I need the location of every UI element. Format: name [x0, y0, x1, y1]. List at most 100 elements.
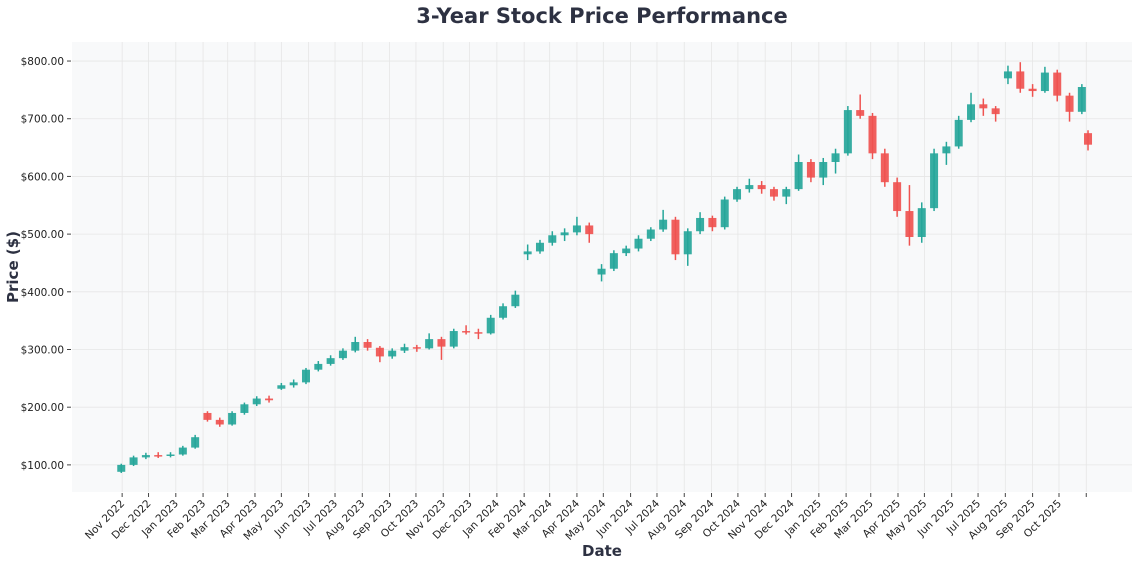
- candle-up: [942, 141, 951, 165]
- candle-up: [720, 196, 729, 230]
- candle-down: [671, 216, 680, 261]
- candle-down: [1028, 84, 1037, 97]
- candle-down: [154, 452, 163, 458]
- candle-body: [782, 189, 791, 197]
- candle-body: [351, 342, 360, 351]
- candle-down: [1053, 69, 1062, 102]
- candle-up: [449, 328, 458, 349]
- candle-down: [905, 185, 914, 246]
- candle-up: [548, 231, 557, 246]
- candle-up: [191, 434, 200, 449]
- candle-body: [129, 457, 138, 465]
- candle-up: [954, 115, 963, 149]
- candle-up: [1077, 84, 1086, 115]
- candle-down: [1084, 130, 1093, 151]
- candle-up: [733, 186, 742, 202]
- candle-body: [548, 235, 557, 243]
- candle-up: [499, 303, 508, 320]
- candle-up: [486, 314, 495, 335]
- candle-body: [1003, 71, 1012, 79]
- candle-down: [757, 181, 766, 194]
- y-tick-label: $500.00: [21, 229, 64, 241]
- candle-body: [400, 347, 409, 351]
- candle-up: [967, 92, 976, 123]
- candle-up: [228, 411, 237, 426]
- candle-up: [511, 290, 520, 308]
- candle-up: [683, 228, 692, 266]
- chart-title: 3-Year Stock Price Performance: [416, 4, 787, 28]
- candle-body: [930, 153, 939, 209]
- candle-down: [265, 395, 274, 403]
- candle-down: [215, 417, 224, 427]
- candle-body: [609, 253, 618, 269]
- candle-body: [252, 398, 261, 405]
- candle-body: [289, 382, 298, 386]
- candle-body: [671, 219, 680, 255]
- x-axis-title: Date: [582, 542, 622, 560]
- candle-body: [1077, 87, 1086, 112]
- candle-body: [338, 350, 347, 359]
- candle-body: [942, 146, 951, 154]
- candle-up: [425, 333, 434, 350]
- candle-body: [856, 110, 865, 116]
- candle-body: [141, 455, 150, 458]
- candle-body: [437, 339, 446, 347]
- candle-body: [794, 162, 803, 190]
- candle-body: [486, 317, 495, 334]
- candle-body: [720, 199, 729, 228]
- candle-body: [326, 358, 335, 364]
- candle-body: [191, 437, 200, 448]
- candle-up: [117, 463, 126, 473]
- candle-up: [388, 348, 397, 359]
- candle-body: [572, 225, 581, 233]
- candles: [117, 62, 1093, 473]
- candle-body: [1053, 72, 1062, 96]
- candle-up: [166, 452, 175, 458]
- y-axis: $100.00 $200.00 $300.00 $400.00 $500.00 $600.…: [21, 56, 71, 472]
- candle-body: [178, 447, 187, 455]
- candle-body: [893, 182, 902, 212]
- candle-body: [967, 104, 976, 120]
- candle-body: [215, 419, 224, 425]
- candle-body: [117, 464, 126, 472]
- candle-body: [585, 225, 594, 235]
- candle-up: [930, 148, 939, 212]
- candle-body: [462, 331, 471, 333]
- candle-body: [954, 119, 963, 147]
- candle-down: [806, 159, 815, 183]
- candle-up: [794, 154, 803, 191]
- candle-down: [991, 106, 1000, 122]
- candle-body: [560, 232, 569, 236]
- candle-up: [597, 264, 606, 282]
- candle-up: [277, 382, 286, 390]
- candle-body: [683, 231, 692, 255]
- candle-body: [733, 189, 742, 200]
- candle-up: [622, 245, 631, 257]
- candle-body: [831, 153, 840, 162]
- candle-body: [523, 251, 532, 255]
- candle-body: [917, 208, 926, 237]
- candle-body: [412, 347, 421, 349]
- candle-down: [893, 177, 902, 217]
- candle-down: [979, 98, 988, 116]
- candle-body: [1028, 88, 1037, 92]
- candle-body: [757, 185, 766, 190]
- candle-up: [535, 239, 544, 254]
- candle-up: [659, 209, 668, 232]
- candle-up: [326, 355, 335, 366]
- candle-body: [708, 217, 717, 228]
- candle-down: [437, 336, 446, 360]
- candle-up: [252, 396, 261, 407]
- candle-down: [462, 325, 471, 335]
- candle-body: [388, 350, 397, 357]
- candle-down: [585, 222, 594, 243]
- candle-down: [880, 148, 889, 187]
- candle-body: [535, 242, 544, 252]
- candle-up: [289, 379, 298, 388]
- candle-down: [769, 186, 778, 201]
- candle-up: [917, 202, 926, 243]
- candle-up: [129, 455, 138, 467]
- candle-body: [696, 217, 705, 232]
- candle-down: [363, 339, 372, 351]
